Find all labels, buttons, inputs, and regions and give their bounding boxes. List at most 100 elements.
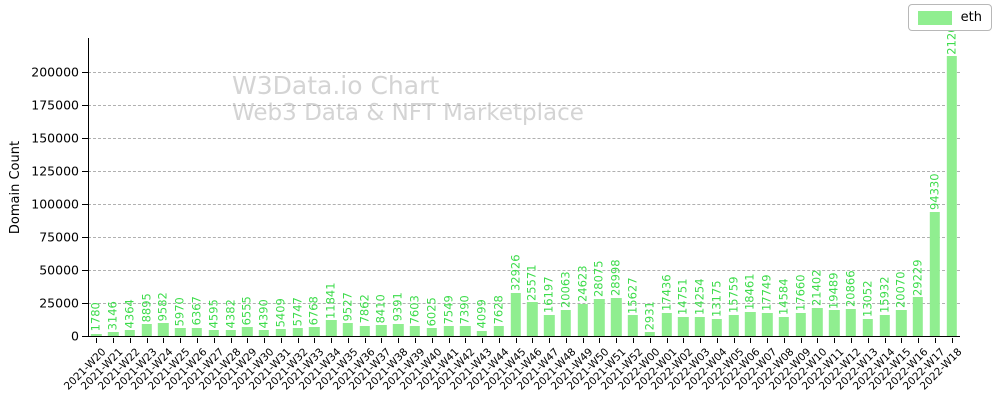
bar-item[interactable]: 13052 [859,38,876,336]
bar-item[interactable]: 20866 [843,38,860,336]
bar-item[interactable]: 5970 [172,38,189,336]
bar[interactable] [946,56,957,336]
bar-item[interactable]: 8410 [373,38,390,336]
bar-item[interactable]: 4390 [256,38,273,336]
bar-item[interactable]: 14584 [776,38,793,336]
bar[interactable] [711,318,723,336]
bar[interactable] [845,308,857,336]
bar-item[interactable]: 94330 [926,38,943,336]
bar[interactable] [275,328,287,336]
bar-item[interactable]: 7628 [490,38,507,336]
bar-item[interactable]: 9582 [155,38,172,336]
bar-item[interactable]: 20063 [558,38,575,336]
bar-item[interactable]: 25571 [524,38,541,336]
bar[interactable] [694,317,706,336]
bar[interactable] [409,325,421,336]
bar[interactable] [577,303,588,336]
bar[interactable] [242,327,253,336]
bar[interactable] [795,312,806,336]
bar[interactable] [258,330,270,336]
bar[interactable] [208,329,219,336]
bar-item[interactable]: 8895 [138,38,155,336]
bar[interactable] [91,333,102,336]
bar[interactable] [141,324,152,336]
bar[interactable] [493,325,505,336]
bar[interactable] [627,315,639,336]
bar[interactable] [678,316,689,336]
bar[interactable] [543,314,555,336]
bar[interactable] [107,331,119,336]
bar-item[interactable]: 212093 [943,11,960,336]
bar[interactable] [510,292,521,336]
legend[interactable]: eth [907,4,992,31]
bar[interactable] [460,326,471,336]
bar-item[interactable]: 6025 [423,38,440,336]
bar[interactable] [560,309,572,336]
bar-item[interactable]: 5409 [272,38,289,336]
bar-item[interactable]: 13175 [708,38,725,336]
bar[interactable] [912,297,924,336]
bar[interactable] [778,316,790,336]
bar[interactable] [761,312,773,336]
bar[interactable] [225,330,236,336]
bar[interactable] [862,318,873,336]
bar-item[interactable]: 9527 [340,38,357,336]
bar[interactable] [124,330,136,336]
bar[interactable] [896,309,907,336]
bar-item[interactable]: 18461 [742,38,759,336]
bar-item[interactable]: 6367 [189,38,206,336]
bar-item[interactable]: 1780 [88,38,105,336]
bar[interactable] [325,320,337,336]
bar-item[interactable]: 4364 [122,38,139,336]
bar-item[interactable]: 9391 [390,38,407,336]
bar-item[interactable]: 17749 [759,38,776,336]
bar-item[interactable]: 4595 [205,38,222,336]
bar-item[interactable]: 14254 [692,38,709,336]
bar-item[interactable]: 2931 [641,38,658,336]
bar-item[interactable]: 4099 [474,38,491,336]
bar-item[interactable]: 6768 [306,38,323,336]
bar-item[interactable]: 7549 [440,38,457,336]
bar-item[interactable]: 17660 [792,38,809,336]
bar-item[interactable]: 21402 [809,38,826,336]
bar[interactable] [644,332,655,336]
bar-item[interactable]: 16197 [541,38,558,336]
bar[interactable] [661,313,672,336]
bar[interactable] [476,330,488,336]
bar[interactable] [728,315,739,336]
bar-item[interactable]: 7603 [407,38,424,336]
bar[interactable] [376,324,387,336]
bar-item[interactable]: 6555 [239,38,256,336]
bar[interactable] [879,315,890,336]
bar-item[interactable]: 28998 [608,38,625,336]
bar[interactable] [611,297,622,336]
bar[interactable] [292,328,303,336]
bar[interactable] [309,327,320,336]
bar-item[interactable]: 20070 [893,38,910,336]
bar[interactable] [929,211,941,336]
bar-item[interactable]: 32926 [507,38,524,336]
bar-item[interactable]: 19489 [826,38,843,336]
bar-item[interactable]: 3146 [105,38,122,336]
bar-item[interactable]: 24623 [574,38,591,336]
bar[interactable] [393,323,404,336]
bar-item[interactable]: 11841 [323,38,340,336]
bar[interactable] [175,328,186,336]
bar[interactable] [359,325,370,336]
bar-item[interactable]: 17436 [658,38,675,336]
bar[interactable] [158,323,169,336]
bar-item[interactable]: 15627 [625,38,642,336]
bar-item[interactable]: 15932 [876,38,893,336]
bar-item[interactable]: 7862 [356,38,373,336]
bar-item[interactable]: 28075 [591,38,608,336]
bar[interactable] [191,327,203,336]
bar[interactable] [342,323,354,336]
bar[interactable] [745,311,756,336]
bar-item[interactable]: 4382 [222,38,239,336]
bar-item[interactable]: 7390 [457,38,474,336]
bar-item[interactable]: 15759 [725,38,742,336]
bar[interactable] [829,310,840,336]
bar-item[interactable]: 14751 [675,38,692,336]
bar[interactable] [594,298,605,336]
bar[interactable] [527,302,538,336]
